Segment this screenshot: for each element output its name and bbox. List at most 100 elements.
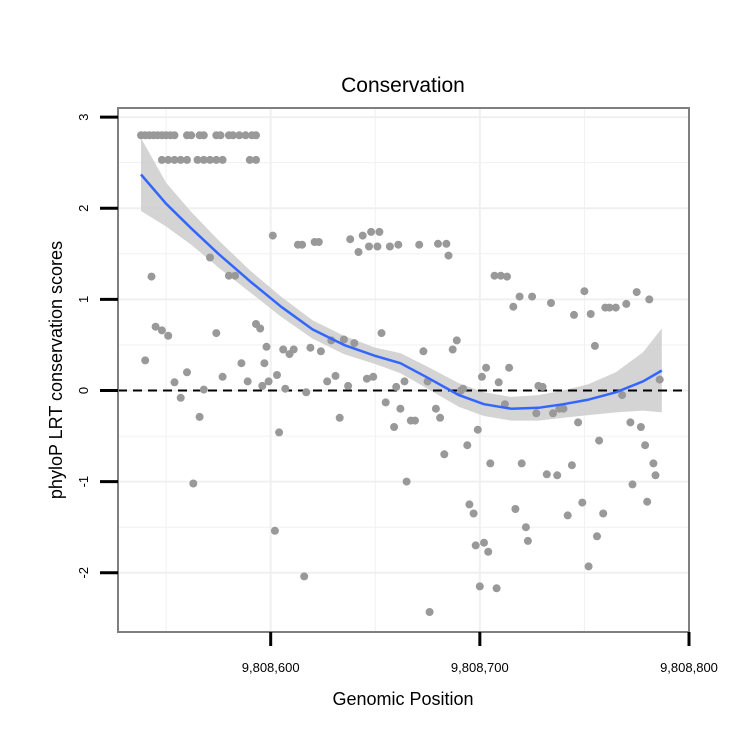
data-point bbox=[553, 471, 562, 480]
data-point bbox=[375, 227, 384, 236]
data-point bbox=[542, 470, 551, 479]
data-point bbox=[273, 371, 281, 379]
data-point bbox=[482, 363, 491, 372]
data-point bbox=[626, 418, 635, 427]
data-point bbox=[475, 582, 484, 591]
data-point bbox=[643, 497, 652, 506]
data-point bbox=[486, 459, 495, 468]
data-point bbox=[216, 131, 225, 140]
data-point bbox=[509, 302, 518, 311]
data-point bbox=[628, 480, 637, 489]
data-point bbox=[193, 155, 202, 164]
data-point bbox=[484, 547, 493, 556]
data-point bbox=[645, 295, 654, 304]
chart-title: Conservation bbox=[341, 74, 465, 97]
data-point bbox=[281, 384, 290, 393]
data-point bbox=[528, 292, 537, 301]
x-tick-label: 9,808,800 bbox=[660, 660, 718, 675]
data-point bbox=[496, 271, 505, 280]
data-point bbox=[547, 299, 555, 307]
data-point bbox=[298, 240, 307, 249]
data-point bbox=[471, 541, 480, 550]
data-point bbox=[237, 359, 246, 368]
data-point bbox=[574, 418, 583, 427]
data-point bbox=[396, 404, 405, 413]
data-point bbox=[563, 511, 572, 520]
data-point bbox=[212, 329, 221, 338]
data-point bbox=[183, 368, 191, 377]
data-point bbox=[323, 377, 332, 386]
data-point bbox=[559, 404, 568, 413]
data-point bbox=[335, 413, 344, 422]
data-point bbox=[176, 393, 185, 402]
data-point bbox=[618, 391, 627, 400]
data-point bbox=[517, 459, 526, 468]
ticks-layer: 9,808,600 9,808,700 9,808,800 -2 -1 0 1 2 3 bbox=[76, 113, 718, 675]
data-point bbox=[262, 342, 271, 351]
data-point bbox=[494, 378, 503, 387]
data-point bbox=[532, 409, 541, 418]
data-point bbox=[369, 372, 378, 381]
data-point bbox=[641, 441, 650, 450]
data-point bbox=[636, 423, 645, 431]
data-point bbox=[164, 155, 173, 164]
data-point bbox=[141, 356, 150, 365]
data-point bbox=[503, 272, 511, 281]
data-point bbox=[434, 239, 442, 248]
data-point bbox=[415, 240, 424, 249]
data-point bbox=[151, 322, 160, 331]
data-point bbox=[431, 404, 440, 413]
data-point bbox=[258, 381, 267, 390]
data-point bbox=[302, 388, 311, 397]
data-point bbox=[578, 498, 587, 507]
data-point bbox=[377, 329, 386, 338]
data-point bbox=[567, 461, 576, 470]
data-point bbox=[224, 271, 233, 280]
data-point bbox=[492, 584, 501, 593]
data-point bbox=[218, 372, 227, 381]
data-point bbox=[511, 505, 520, 513]
data-point bbox=[385, 242, 394, 251]
data-point bbox=[189, 479, 198, 488]
data-point bbox=[187, 131, 196, 140]
data-point bbox=[605, 303, 614, 312]
data-point bbox=[632, 288, 641, 297]
panel-border bbox=[117, 107, 690, 633]
data-point bbox=[538, 382, 547, 391]
data-point bbox=[316, 347, 325, 356]
data-point bbox=[264, 377, 273, 386]
data-point bbox=[655, 375, 664, 384]
y-tick-label: 0 bbox=[76, 387, 91, 394]
data-point bbox=[147, 272, 156, 281]
data-point bbox=[521, 523, 530, 532]
data-point bbox=[595, 436, 604, 445]
data-point bbox=[331, 371, 340, 380]
data-point bbox=[448, 345, 457, 354]
data-point bbox=[268, 231, 277, 240]
data-point bbox=[651, 471, 660, 480]
data-point bbox=[419, 347, 428, 356]
data-point bbox=[157, 155, 166, 164]
data-point bbox=[170, 131, 179, 140]
data-point bbox=[183, 155, 191, 164]
data-point bbox=[400, 377, 409, 386]
data-point bbox=[480, 538, 488, 547]
data-point bbox=[252, 131, 260, 140]
data-point bbox=[599, 509, 608, 518]
data-point bbox=[505, 363, 514, 372]
data-point bbox=[289, 345, 298, 354]
data-point bbox=[515, 292, 524, 301]
data-point bbox=[231, 271, 240, 280]
data-point bbox=[350, 339, 359, 348]
data-point bbox=[436, 413, 445, 422]
data-point bbox=[157, 326, 166, 335]
data-point bbox=[199, 385, 208, 394]
data-point bbox=[275, 428, 284, 437]
data-point bbox=[463, 441, 472, 450]
data-point bbox=[218, 155, 227, 164]
data-point bbox=[354, 248, 363, 256]
data-point bbox=[235, 131, 244, 140]
data-point bbox=[381, 398, 390, 407]
smooth-line bbox=[140, 173, 663, 410]
